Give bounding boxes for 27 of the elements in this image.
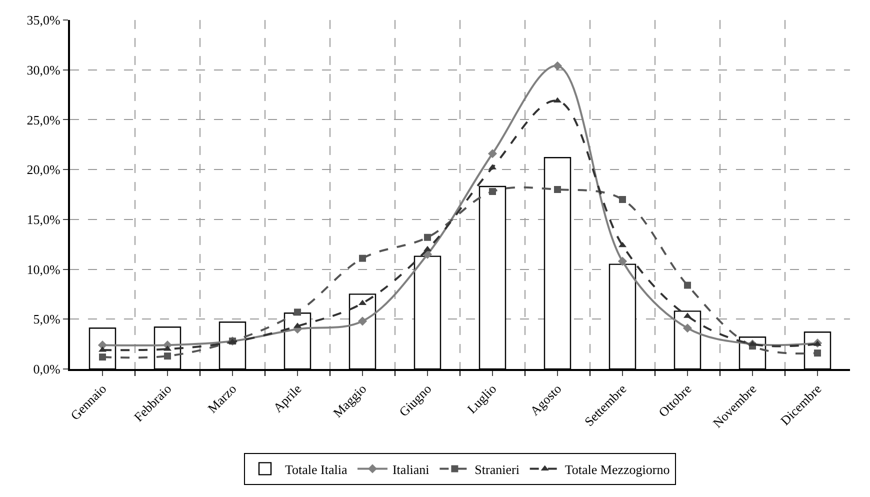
point — [164, 352, 171, 360]
point — [358, 316, 368, 326]
point — [619, 196, 626, 203]
point — [618, 256, 628, 266]
y-tick-label: 5,0% — [33, 312, 61, 327]
point — [359, 254, 366, 262]
y-tick-label: 10,0% — [26, 262, 61, 277]
point — [552, 61, 562, 70]
point — [99, 354, 106, 361]
legend-label: Italiani — [392, 462, 430, 477]
y-tick-label: 20,0% — [26, 162, 61, 178]
point — [682, 324, 692, 333]
point — [554, 186, 561, 194]
legend-label: Totale Italia — [285, 462, 348, 477]
point — [294, 308, 301, 316]
point — [684, 282, 691, 289]
y-tick-label: 25,0% — [26, 112, 61, 128]
legend-label: Totale Mezzogiorno — [564, 462, 670, 477]
point — [488, 149, 498, 158]
point — [814, 350, 821, 357]
point — [424, 234, 431, 241]
y-tick-label: 15,0% — [26, 212, 61, 227]
y-tick-label: 35,0% — [26, 12, 61, 28]
y-tick-label: 0,0% — [33, 362, 61, 377]
y-tick-label: 30,0% — [26, 62, 61, 78]
legend-label: Stranieri — [474, 462, 520, 477]
point — [489, 188, 496, 196]
